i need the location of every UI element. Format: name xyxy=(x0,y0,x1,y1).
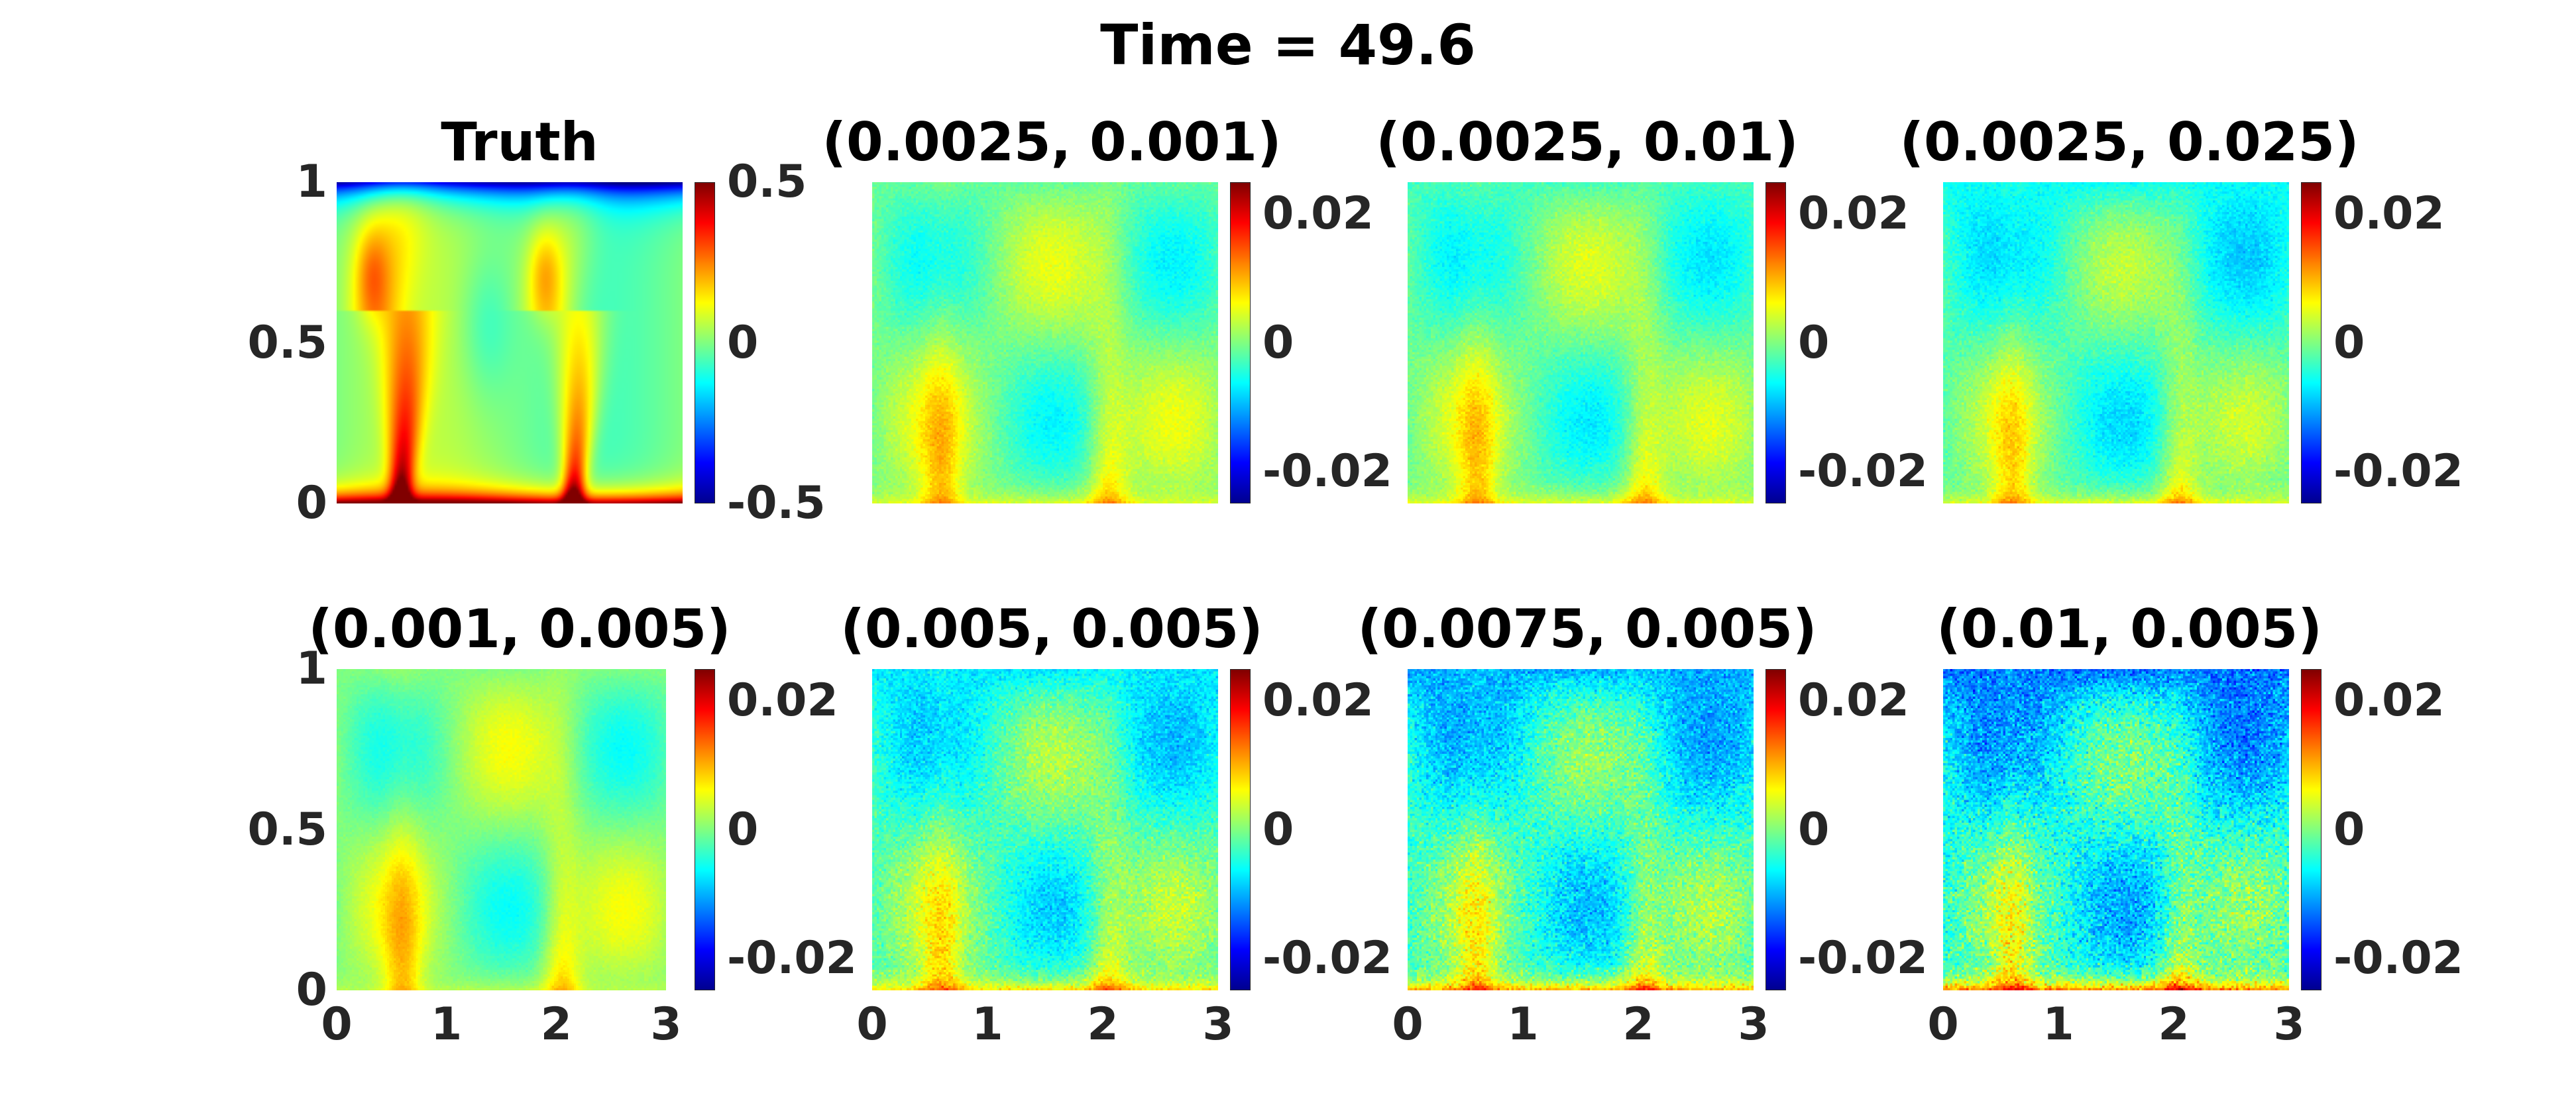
colorbar-tick-label: 0 xyxy=(727,316,759,369)
heatmap-plot xyxy=(1943,182,2289,503)
colorbar-tick-label: -0.02 xyxy=(1798,932,1928,984)
colorbar-tick-label: 0.02 xyxy=(1798,187,1909,240)
colorbar-tick-label: -0.02 xyxy=(1798,445,1928,497)
panel-title: Truth xyxy=(441,111,598,173)
heatmap-plot xyxy=(1408,182,1754,503)
x-tick-label: 1 xyxy=(430,998,463,1051)
colorbar xyxy=(695,182,715,503)
x-tick-label: 0 xyxy=(856,998,888,1051)
panel-title: (0.0025, 0.01) xyxy=(1376,111,1799,173)
x-tick-label: 3 xyxy=(1738,998,1769,1051)
y-tick-label: 0 xyxy=(296,477,327,529)
colorbar xyxy=(1230,669,1251,990)
x-tick-label: 2 xyxy=(540,998,572,1051)
x-tick-label: 1 xyxy=(972,998,1003,1051)
x-tick-label: 2 xyxy=(1087,998,1119,1051)
panel-title: (0.005, 0.005) xyxy=(840,598,1263,660)
colorbar-tick-label: 0.02 xyxy=(2333,674,2445,727)
heatmap-image xyxy=(872,669,1218,990)
panel-title: (0.001, 0.005) xyxy=(308,598,731,660)
colorbar-tick-label: 0 xyxy=(2333,803,2365,856)
colorbar-tick-label: -0.02 xyxy=(727,932,857,984)
x-tick-label: 0 xyxy=(1392,998,1424,1051)
heatmap-image xyxy=(1943,669,2289,990)
colorbar-tick-label: 0.02 xyxy=(1262,187,1374,240)
colorbar xyxy=(1765,669,1786,990)
y-tick-label: 1 xyxy=(296,643,327,695)
x-tick-label: 2 xyxy=(2158,998,2190,1051)
panel-title: (0.0025, 0.001) xyxy=(822,111,1282,173)
x-tick-label: 3 xyxy=(650,998,682,1051)
heatmap-image xyxy=(337,182,683,503)
colorbar-tick-label: 0 xyxy=(1262,803,1294,856)
y-tick-label: 0 xyxy=(296,964,327,1016)
y-tick-label: 0.5 xyxy=(247,803,327,856)
x-tick-label: 3 xyxy=(2273,998,2305,1051)
y-tick-label: 1 xyxy=(296,156,327,208)
heatmap-image xyxy=(1408,669,1754,990)
heatmap-image xyxy=(337,669,666,990)
heatmap-plot xyxy=(337,669,666,990)
x-tick-label: 3 xyxy=(1202,998,1234,1051)
panel-title: (0.01, 0.005) xyxy=(1936,598,2322,660)
colorbar-tick-label: 0 xyxy=(1798,316,1830,369)
panel-title: (0.0075, 0.005) xyxy=(1357,598,1817,660)
colorbar-tick-label: 0 xyxy=(1798,803,1830,856)
heatmap-plot xyxy=(872,182,1218,503)
heatmap-plot xyxy=(872,669,1218,990)
x-tick-label: 1 xyxy=(2043,998,2074,1051)
heatmap-plot xyxy=(1943,669,2289,990)
colorbar xyxy=(2301,182,2322,503)
colorbar-tick-label: 0.5 xyxy=(727,156,807,208)
heatmap-plot xyxy=(1408,669,1754,990)
y-tick-label: 0.5 xyxy=(247,316,327,369)
colorbar xyxy=(695,669,715,990)
x-tick-label: 0 xyxy=(1927,998,1959,1051)
colorbar xyxy=(1230,182,1251,503)
colorbar-tick-label: 0 xyxy=(2333,316,2365,369)
colorbar-tick-label: -0.02 xyxy=(1262,932,1392,984)
colorbar-tick-label: -0.02 xyxy=(2333,445,2463,497)
colorbar-tick-label: 0.02 xyxy=(727,674,838,727)
colorbar-tick-label: -0.5 xyxy=(727,477,826,529)
heatmap-plot xyxy=(337,182,683,503)
figure-title: Time = 49.6 xyxy=(1100,13,1476,78)
colorbar-tick-label: 0.02 xyxy=(1262,674,1374,727)
colorbar xyxy=(2301,669,2322,990)
colorbar-tick-label: 0 xyxy=(1262,316,1294,369)
panel-title: (0.0025, 0.025) xyxy=(1899,111,2359,173)
colorbar xyxy=(1765,182,1786,503)
x-tick-label: 0 xyxy=(321,998,353,1051)
colorbar-tick-label: 0.02 xyxy=(1798,674,1909,727)
x-tick-label: 2 xyxy=(1622,998,1654,1051)
colorbar-tick-label: 0.02 xyxy=(2333,187,2445,240)
colorbar-tick-label: -0.02 xyxy=(2333,932,2463,984)
heatmap-image xyxy=(872,182,1218,503)
colorbar-tick-label: -0.02 xyxy=(1262,445,1392,497)
colorbar-tick-label: 0 xyxy=(727,803,759,856)
heatmap-image xyxy=(1408,182,1754,503)
heatmap-image xyxy=(1943,182,2289,503)
x-tick-label: 1 xyxy=(1507,998,1539,1051)
